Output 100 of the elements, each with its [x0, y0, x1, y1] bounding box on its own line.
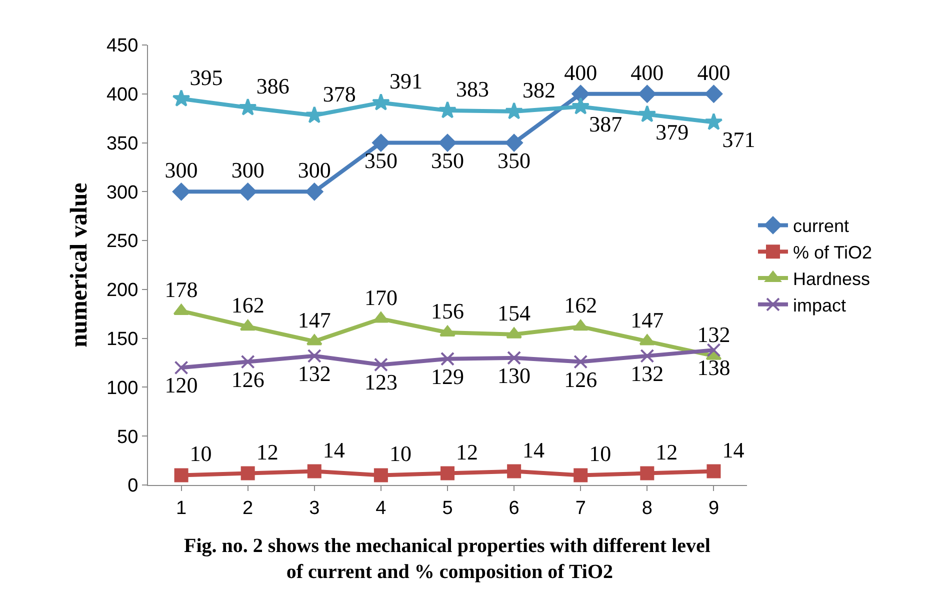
point: [373, 312, 389, 323]
point: [704, 85, 723, 103]
point: [704, 112, 723, 130]
point: [174, 468, 188, 482]
y-tick-label: 0: [128, 476, 138, 497]
point: [438, 101, 456, 118]
data-label: 170: [364, 284, 398, 310]
point: [305, 106, 324, 124]
data-label: 382: [522, 77, 556, 102]
point: [374, 358, 388, 372]
y-tick-label: 250: [106, 231, 138, 252]
y-tick-label: 150: [106, 328, 138, 350]
text: Fig. no. 2 shows the mechanical properties with different level of current and % composition of TiO2: [184, 535, 711, 583]
data-label: 378: [322, 81, 356, 106]
x-tick-label: 7: [575, 498, 586, 519]
data-label: 123: [364, 370, 398, 395]
data-label: 379: [656, 119, 689, 144]
data-label: 386: [256, 74, 290, 99]
data-label: 129: [431, 364, 464, 389]
data-label: 14: [722, 437, 744, 462]
point: [638, 105, 656, 122]
y-tick-label: 200: [106, 280, 138, 302]
data-label: 14: [322, 437, 345, 462]
point: [438, 134, 456, 152]
data-label: 300: [164, 158, 198, 183]
data-label: 147: [298, 307, 331, 332]
legend-label: % of TiO2: [792, 242, 872, 263]
point: [572, 85, 590, 103]
y-tick-label: 50: [117, 426, 138, 448]
data-label: 10: [190, 441, 212, 466]
point: [372, 134, 390, 152]
x-tick-label: 6: [508, 498, 520, 519]
point: [440, 325, 456, 336]
data-label: 395: [190, 64, 223, 90]
data-label: 132: [298, 360, 331, 386]
data-label: 138: [697, 355, 730, 380]
data-label: 162: [231, 292, 264, 318]
point: [307, 348, 322, 363]
data-label: 383: [456, 76, 489, 102]
point: [507, 464, 522, 478]
data-label: 132: [697, 322, 730, 347]
x-tick-label: 8: [642, 498, 652, 519]
point: [240, 466, 255, 480]
data-label: 12: [656, 439, 678, 464]
data-label: 12: [256, 439, 278, 464]
data-label: 371: [722, 127, 756, 152]
data-label: 400: [630, 60, 664, 85]
x-tick-label: 1: [176, 498, 187, 519]
point: [640, 348, 654, 363]
y-tick-label: 350: [106, 133, 138, 154]
data-label: 350: [364, 148, 398, 173]
point: [505, 102, 524, 120]
data-label: 154: [498, 300, 531, 326]
data-label: 400: [697, 60, 730, 85]
data-label: 10: [589, 441, 612, 466]
y-tick-label: 300: [106, 182, 138, 204]
data-label: 350: [498, 148, 531, 173]
point: [574, 468, 588, 482]
point: [640, 466, 654, 480]
legend-label: current: [792, 216, 850, 236]
point: [706, 464, 721, 478]
point: [506, 327, 522, 338]
x-tick-label: 5: [442, 498, 453, 519]
data-label: 300: [231, 158, 264, 183]
point: [174, 360, 188, 375]
data-label: 120: [164, 372, 198, 398]
point: [440, 466, 454, 480]
point: [238, 98, 257, 116]
y-tick-label: 450: [106, 36, 138, 57]
point: [572, 97, 590, 114]
point: [372, 93, 390, 110]
point: [507, 350, 522, 365]
x-tick-label: 9: [708, 498, 720, 519]
point: [706, 343, 721, 358]
legend-label: impact: [792, 295, 846, 316]
x-tick-label: 3: [309, 498, 320, 519]
data-label: 387: [589, 112, 622, 137]
data-label: 178: [164, 276, 198, 302]
data-label: 400: [564, 60, 598, 85]
point: [505, 134, 523, 152]
y-axis-title: numerical value: [66, 182, 93, 348]
data-label: 350: [431, 148, 464, 173]
data-label: 391: [389, 68, 422, 94]
data-label: 126: [564, 366, 598, 392]
point: [240, 354, 255, 369]
y-tick-label: 100: [106, 378, 138, 399]
legend-label: Hardness: [792, 269, 870, 290]
point: [172, 89, 190, 107]
data-label: 12: [456, 439, 478, 464]
data-label: 156: [431, 298, 464, 324]
data-label: 14: [522, 437, 545, 462]
data-label: 147: [630, 307, 664, 332]
data-label: 130: [498, 362, 531, 388]
data-label: 126: [231, 366, 264, 392]
x-tick-label: 4: [376, 498, 387, 519]
data-label: 162: [564, 292, 598, 318]
point: [306, 182, 324, 200]
point: [374, 468, 388, 482]
x-tick-label: 2: [242, 498, 254, 519]
point: [307, 464, 322, 478]
